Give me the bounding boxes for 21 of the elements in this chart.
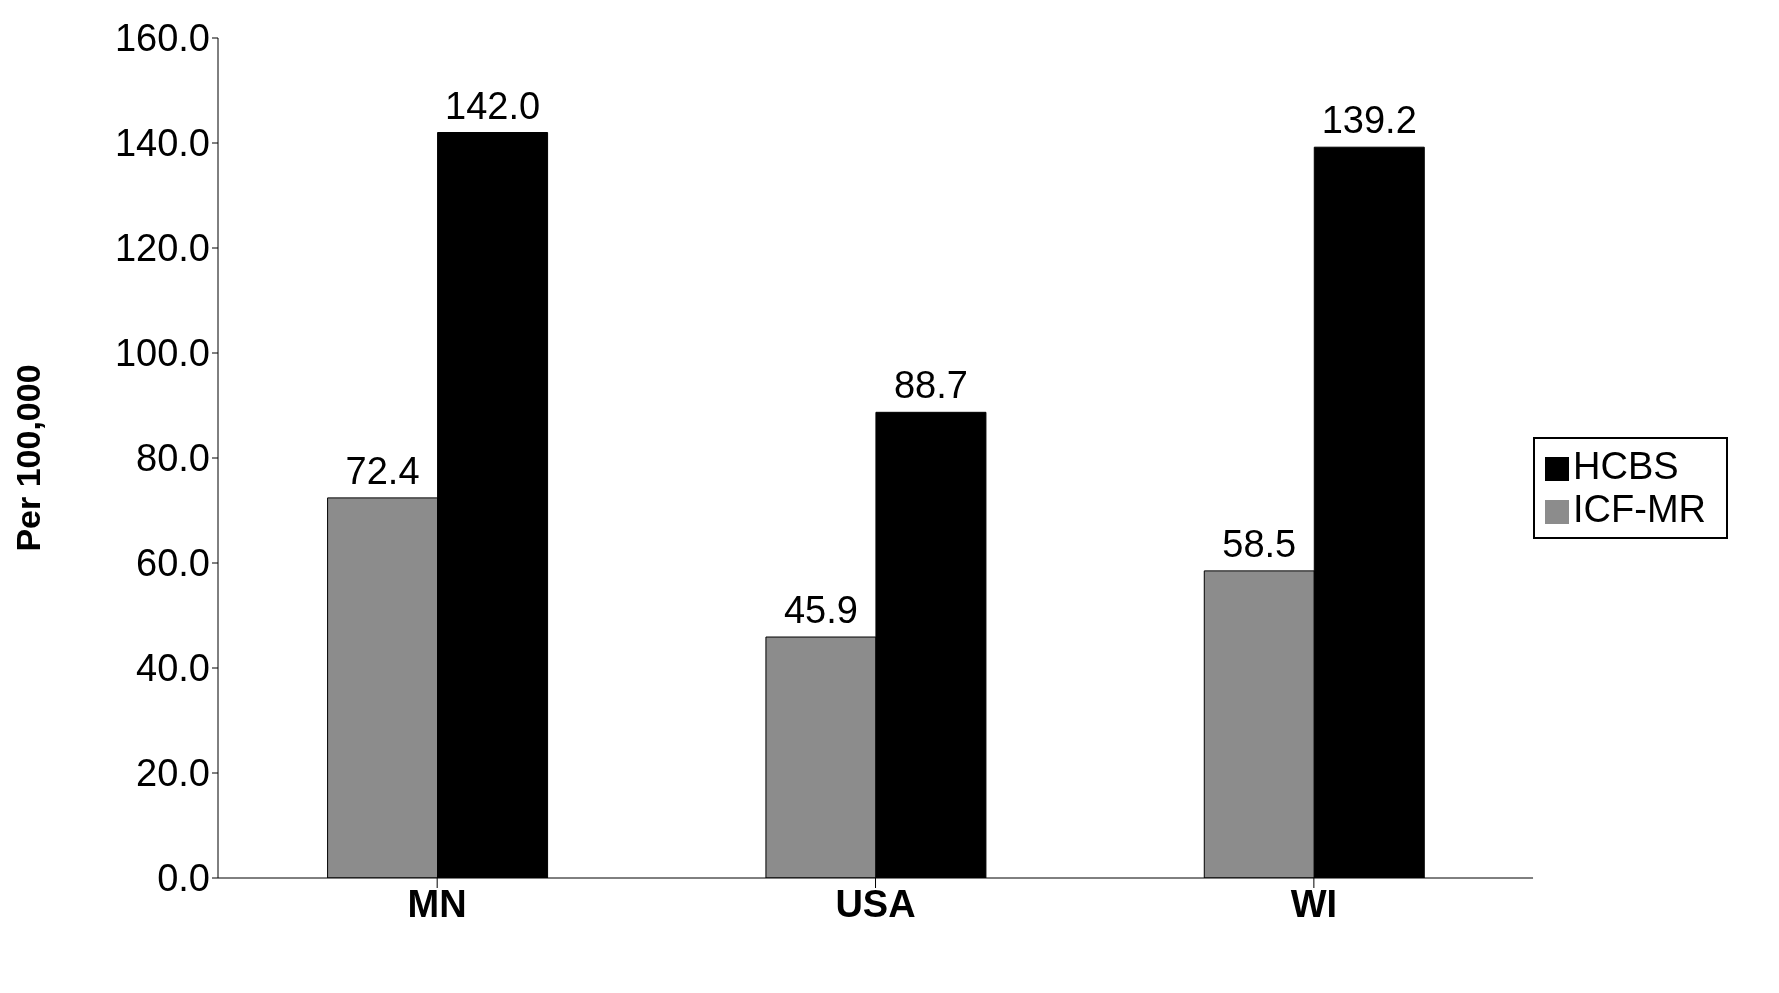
y-tick-label: 20.0 <box>136 752 210 795</box>
text: 58.5 <box>1222 522 1297 565</box>
text: 142.0 <box>445 84 541 127</box>
x-tick-label: MN <box>407 882 467 925</box>
y-tick-label: 60.0 <box>136 542 210 585</box>
y-tick-label: 140.0 <box>114 122 210 165</box>
y-axis-title: Per 100,000 <box>9 364 48 552</box>
text: 45.9 <box>783 589 858 632</box>
x-tick-label: WI <box>1290 882 1338 925</box>
y-tick-label: 160.0 <box>114 17 210 60</box>
legend-label: ICF-MR <box>1573 488 1706 530</box>
text: 72.4 <box>345 449 420 492</box>
x-tick-label: USA <box>835 882 916 925</box>
y-tick-label: 80.0 <box>136 437 210 480</box>
y-tick-label: 120.0 <box>114 227 210 270</box>
legend-label: HCBS <box>1573 445 1679 487</box>
text: 139.2 <box>1321 99 1417 142</box>
y-tick-label: 100.0 <box>114 332 210 375</box>
text: 88.7 <box>893 364 968 407</box>
y-tick-label: 0.0 <box>157 857 210 900</box>
y-tick-label: 40.0 <box>136 647 210 690</box>
